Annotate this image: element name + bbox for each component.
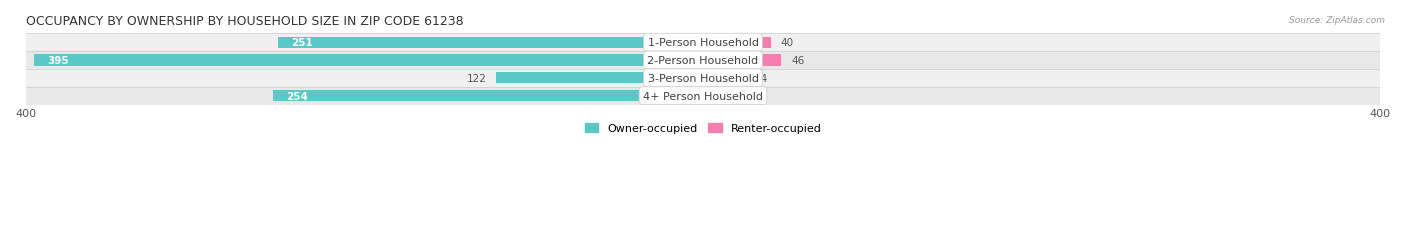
Bar bbox=[273, 91, 703, 102]
Bar bbox=[703, 91, 723, 102]
Text: 122: 122 bbox=[467, 73, 486, 83]
Text: 46: 46 bbox=[792, 56, 804, 66]
Text: 4+ Person Household: 4+ Person Household bbox=[643, 91, 763, 101]
Text: 40: 40 bbox=[780, 38, 794, 48]
Text: 1-Person Household: 1-Person Household bbox=[648, 38, 758, 48]
Bar bbox=[703, 55, 780, 66]
Text: 2-Person Household: 2-Person Household bbox=[647, 56, 759, 66]
Bar bbox=[496, 73, 703, 84]
Bar bbox=[703, 73, 744, 84]
Bar bbox=[25, 52, 1381, 70]
Text: 24: 24 bbox=[754, 73, 768, 83]
Text: 12: 12 bbox=[734, 91, 747, 101]
Legend: Owner-occupied, Renter-occupied: Owner-occupied, Renter-occupied bbox=[581, 119, 825, 138]
Text: Source: ZipAtlas.com: Source: ZipAtlas.com bbox=[1289, 16, 1385, 25]
Bar bbox=[34, 55, 703, 66]
Text: 251: 251 bbox=[291, 38, 314, 48]
Bar bbox=[25, 70, 1381, 87]
Bar bbox=[25, 87, 1381, 105]
Text: 3-Person Household: 3-Person Household bbox=[648, 73, 758, 83]
Text: 254: 254 bbox=[287, 91, 308, 101]
Text: OCCUPANCY BY OWNERSHIP BY HOUSEHOLD SIZE IN ZIP CODE 61238: OCCUPANCY BY OWNERSHIP BY HOUSEHOLD SIZE… bbox=[25, 15, 463, 28]
Bar bbox=[703, 37, 770, 49]
Bar bbox=[25, 34, 1381, 52]
Bar bbox=[278, 37, 703, 49]
Text: 395: 395 bbox=[48, 56, 69, 66]
